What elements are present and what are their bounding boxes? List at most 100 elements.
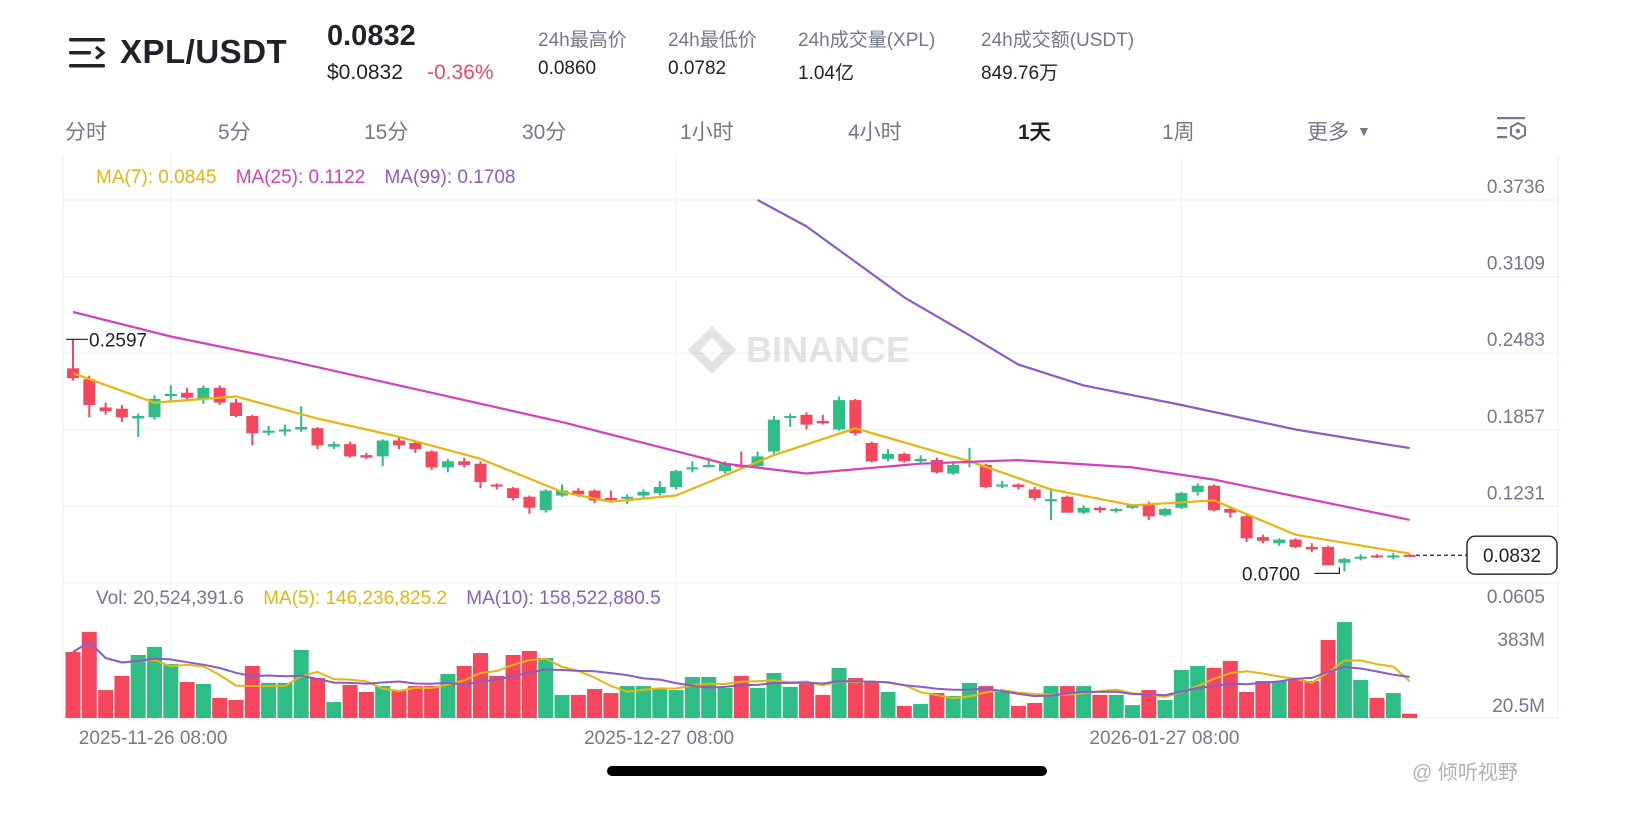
volume-bar: [1255, 680, 1271, 718]
candle-body: [507, 488, 520, 498]
tab-30m[interactable]: 30分: [522, 121, 567, 144]
tab-5m[interactable]: 5分: [218, 121, 251, 144]
volume-bar: [1304, 680, 1320, 718]
binance-logo-icon: [688, 326, 736, 374]
candle-body: [882, 453, 894, 459]
high-marker-label: 0.2597: [89, 330, 147, 351]
candle-body: [99, 407, 112, 412]
volume-bar: [473, 653, 488, 718]
stat-volume-value: 1.04亿: [798, 63, 854, 84]
current-price-label: 0.0832: [1483, 546, 1541, 567]
candle-body: [490, 484, 503, 487]
candle-body: [1256, 537, 1269, 541]
candle-body: [1387, 555, 1400, 558]
candle-body: [164, 394, 177, 397]
price-tick-label: 0.0605: [1487, 587, 1545, 608]
candle-body: [670, 471, 683, 487]
volume-bar: [913, 704, 929, 718]
candle-body: [719, 463, 731, 472]
volume-bar: [244, 665, 260, 718]
volume-bar: [668, 690, 684, 718]
volume-bar: [847, 678, 863, 718]
volume-bar: [1092, 694, 1108, 718]
candle-body: [849, 400, 862, 434]
volume-bar: [538, 657, 554, 718]
volume-legend: Vol: 20,524,391.6 MA(5): 146,236,825.2 M…: [96, 588, 661, 610]
candle-body: [262, 430, 275, 433]
caret-down-icon: ▼: [1357, 123, 1371, 139]
tab-15m[interactable]: 15分: [364, 121, 409, 144]
volume-bar: [407, 686, 423, 718]
candle-body: [295, 427, 308, 430]
candle-body: [409, 442, 422, 450]
volume-bar: [896, 705, 912, 718]
candle-body: [1338, 559, 1351, 563]
candle-body: [996, 484, 1009, 487]
menu-arrow-icon[interactable]: [68, 36, 108, 70]
tab-4h[interactable]: 4小时: [848, 121, 902, 144]
stat-turnover-label: 24h成交额(USDT): [981, 30, 1135, 51]
candle-body: [1322, 546, 1335, 566]
volume-bar: [375, 686, 391, 718]
binance-watermark: BINANCE: [688, 326, 910, 374]
volume-bar: [1010, 705, 1026, 718]
volume-bar: [1222, 660, 1238, 718]
volume-bar: [1206, 667, 1222, 718]
volume-bar: [440, 674, 456, 718]
volume-bar: [962, 682, 977, 718]
candle-body: [197, 387, 210, 399]
volume-bar: [342, 685, 358, 718]
volume-bar: [1320, 639, 1336, 718]
volume-bar: [1141, 690, 1157, 718]
volume-bar: [1108, 694, 1124, 718]
volume-bar: [880, 691, 896, 718]
candle-body: [523, 496, 536, 508]
candle-body: [311, 428, 324, 446]
candle-body: [132, 416, 145, 419]
candle-body: [83, 379, 96, 406]
candle-body: [1077, 507, 1090, 513]
pair-title[interactable]: XPL/USDT: [120, 33, 288, 70]
candle-body: [1191, 485, 1204, 492]
candle-body: [246, 416, 259, 434]
price-tick-label: 0.1857: [1487, 407, 1545, 428]
candle-body: [1126, 505, 1139, 508]
volume-bar: [619, 686, 635, 718]
candle-body: [393, 440, 405, 446]
volume-bar: [326, 701, 342, 718]
tab-more-label: 更多: [1307, 121, 1349, 144]
price-tick-label: 0.1231: [1487, 483, 1545, 504]
candle-body: [1012, 484, 1025, 487]
tab-1w[interactable]: 1周: [1162, 121, 1195, 144]
home-indicator[interactable]: [607, 766, 1047, 776]
volume-bar: [684, 676, 700, 718]
candle-body: [767, 419, 780, 452]
candle-body: [441, 461, 454, 468]
volume-bar: [195, 683, 211, 718]
chart-settings-icon[interactable]: [1496, 116, 1528, 144]
candle-body: [148, 398, 161, 418]
date-tick-label: 2025-11-26 08:00: [79, 728, 228, 749]
tab-more[interactable]: 更多 ▼: [1307, 116, 1371, 146]
tab-1h[interactable]: 1小时: [680, 121, 734, 144]
change-percent: -0.36%: [427, 61, 494, 84]
candle-body: [1240, 516, 1253, 539]
volume-bar: [831, 667, 847, 718]
candle-body: [474, 463, 487, 483]
candle-body: [1224, 508, 1237, 513]
volume-bar: [554, 694, 570, 718]
volume-bar: [456, 665, 472, 718]
volume-bar: [1173, 669, 1189, 718]
current-price-box: [1466, 535, 1558, 575]
tab-1d[interactable]: 1天: [1018, 121, 1051, 144]
tab-time-share[interactable]: 分时: [65, 121, 107, 144]
candle-body: [833, 400, 846, 430]
candle-body: [702, 464, 715, 467]
stat-low-value: 0.0782: [668, 58, 727, 79]
volume-bar: [570, 694, 586, 718]
volume-bar: [228, 700, 244, 718]
candle-body: [1289, 539, 1302, 547]
volume-bar: [147, 646, 162, 718]
candle-body: [784, 416, 797, 419]
